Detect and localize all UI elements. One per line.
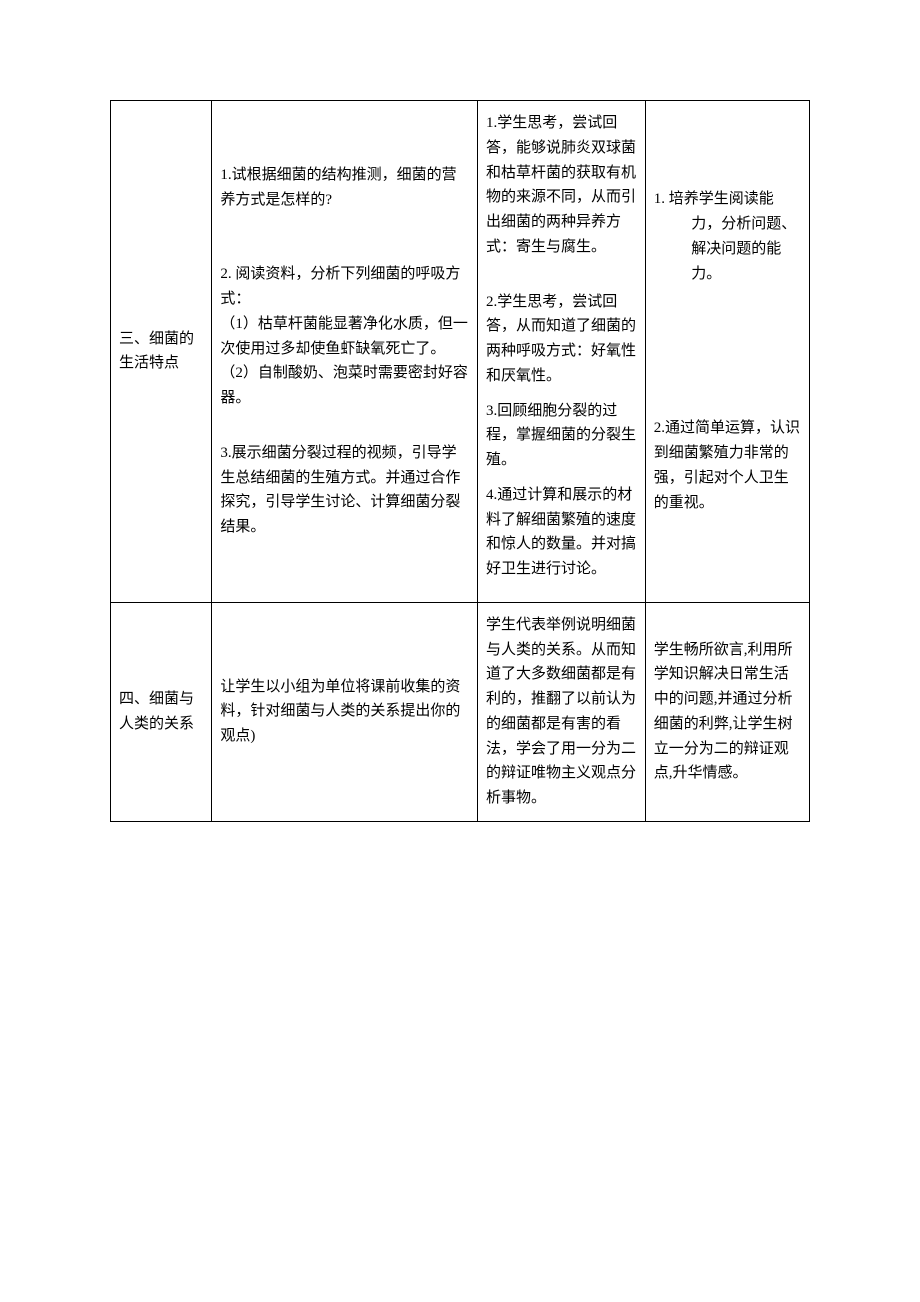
section-label: 三、细菌的生活特点 xyxy=(119,331,194,372)
student-activity-cell: 学生代表举例说明细菌与人类的关系。从而知道了大多数细菌都是有利的，推翻了以前认为… xyxy=(477,602,645,821)
teacher-activity-cell: 1.试根据细菌的结构推测，细菌的营养方式是怎样的? 2. 阅读资料，分析下列细菌… xyxy=(212,101,478,603)
student-item: 4.通过计算和展示的材料了解细菌繁殖的速度和惊人的数量。并对搞好卫生进行讨论。 xyxy=(486,483,637,582)
teacher-item: 3.展示细菌分裂过程的视频，引导学生总结细菌的生殖方式。并通过合作探究，引导学生… xyxy=(220,441,469,540)
teacher-item: 1.试根据细菌的结构推测，细菌的营养方式是怎样的? xyxy=(220,163,469,213)
intent-item: 1. 培养学生阅读能力，分析问题、解决问题的能力。 xyxy=(654,187,801,286)
student-item: 学生代表举例说明细菌与人类的关系。从而知道了大多数细菌都是有利的，推翻了以前认为… xyxy=(486,617,636,806)
intent-item: 2.通过简单运算，认识到细菌繁殖力非常的强，引起对个人卫生的重视。 xyxy=(654,416,801,515)
student-item: 2.学生思考，尝试回答，从而知道了细菌的两种呼吸方式：好氧性和厌氧性。 xyxy=(486,290,637,389)
document-page: 三、细菌的生活特点 1.试根据细菌的结构推测，细菌的营养方式是怎样的? 2. 阅… xyxy=(0,0,920,1022)
student-item: 1.学生思考，尝试回答，能够说肺炎双球菌和枯草杆菌的获取有机物的来源不同，从而引… xyxy=(486,111,637,260)
section-label-cell: 三、细菌的生活特点 xyxy=(111,101,212,603)
table-row: 三、细菌的生活特点 1.试根据细菌的结构推测，细菌的营养方式是怎样的? 2. 阅… xyxy=(111,101,810,603)
student-activity-cell: 1.学生思考，尝试回答，能够说肺炎双球菌和枯草杆菌的获取有机物的来源不同，从而引… xyxy=(477,101,645,603)
teacher-item: 2. 阅读资料，分析下列细菌的呼吸方式： （1）枯草杆菌能显著净化水质，但一次使… xyxy=(220,262,469,411)
teacher-item: 让学生以小组为单位将课前收集的资料，针对细菌与人类的关系提出你的观点) xyxy=(220,679,460,745)
section-label-cell: 四、细菌与人类的关系 xyxy=(111,602,212,821)
student-item: 3.回顾细胞分裂的过程，掌握细菌的分裂生殖。 xyxy=(486,399,637,473)
section-label: 四、细菌与人类的关系 xyxy=(119,691,194,732)
intent-item: 学生畅所欲言,利用所学知识解决日常生活中的问题,并通过分析细菌的利弊,让学生树立… xyxy=(654,642,793,782)
lesson-plan-table: 三、细菌的生活特点 1.试根据细菌的结构推测，细菌的营养方式是怎样的? 2. 阅… xyxy=(110,100,810,822)
design-intent-cell: 1. 培养学生阅读能力，分析问题、解决问题的能力。 2.通过简单运算，认识到细菌… xyxy=(645,101,809,603)
table-row: 四、细菌与人类的关系 让学生以小组为单位将课前收集的资料，针对细菌与人类的关系提… xyxy=(111,602,810,821)
design-intent-cell: 学生畅所欲言,利用所学知识解决日常生活中的问题,并通过分析细菌的利弊,让学生树立… xyxy=(645,602,809,821)
teacher-activity-cell: 让学生以小组为单位将课前收集的资料，针对细菌与人类的关系提出你的观点) xyxy=(212,602,478,821)
